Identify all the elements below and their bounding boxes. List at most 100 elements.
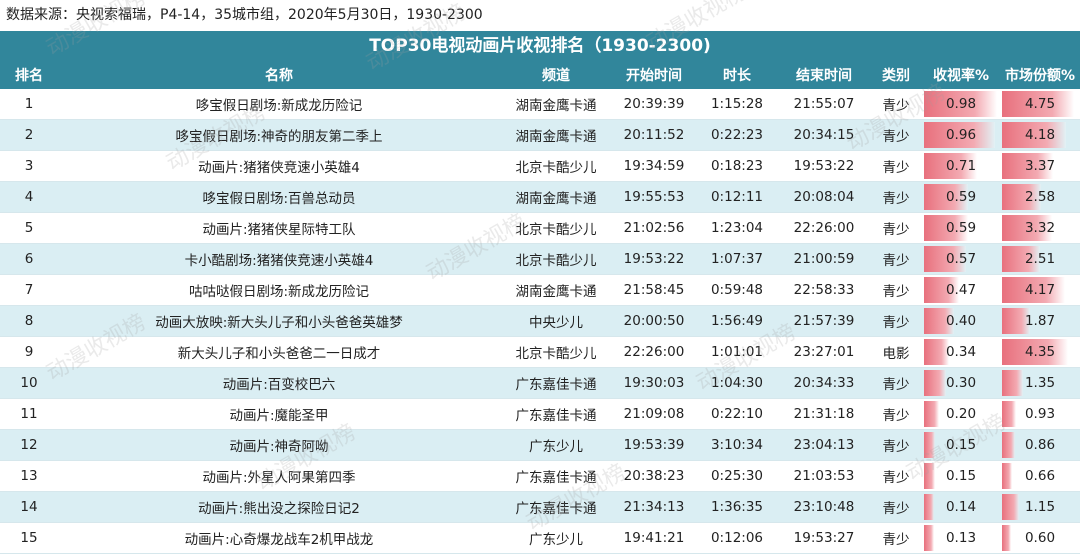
rating-value: 0.34 <box>945 344 977 360</box>
category-cell: 青少 <box>870 398 922 430</box>
channel-cell: 广东少儿 <box>500 522 612 554</box>
program-name-cell: 新大头儿子和小头爸爸二一日成才 <box>58 336 500 368</box>
col-header-share[interactable]: 市场份额% <box>1000 61 1080 89</box>
category-cell: 青少 <box>870 460 922 492</box>
col-header-end[interactable]: 结束时间 <box>778 61 870 89</box>
channel-cell: 广东嘉佳卡通 <box>500 460 612 492</box>
channel-cell: 北京卡酷少儿 <box>500 243 612 275</box>
rating-cell: 0.71 <box>922 150 1000 182</box>
share-value: 4.75 <box>1024 96 1056 112</box>
end-time-cell: 21:03:53 <box>778 460 870 492</box>
duration-cell: 0:12:06 <box>696 522 778 554</box>
start-time-cell: 19:53:22 <box>612 243 696 275</box>
share-cell: 0.66 <box>1000 460 1080 492</box>
share-cell: 4.17 <box>1000 274 1080 306</box>
rating-cell: 0.15 <box>922 429 1000 461</box>
rank-cell: 5 <box>0 212 58 244</box>
share-databar <box>1002 432 1016 458</box>
rating-cell: 0.15 <box>922 460 1000 492</box>
duration-cell: 0:12:11 <box>696 181 778 213</box>
program-name-cell: 动画大放映:新大头儿子和小头爸爸英雄梦 <box>58 305 500 337</box>
table-row: 9 新大头儿子和小头爸爸二一日成才 北京卡酷少儿 22:26:00 1:01:01 23:… <box>0 336 1080 368</box>
end-time-cell: 21:00:59 <box>778 243 870 275</box>
duration-cell: 0:59:48 <box>696 274 778 306</box>
start-time-cell: 20:38:23 <box>612 460 696 492</box>
share-value: 1.15 <box>1024 499 1056 515</box>
table-row: 11 动画片:魔能圣甲 广东嘉佳卡通 21:09:08 0:22:10 21:31:18 青… <box>0 398 1080 430</box>
share-value: 4.17 <box>1024 282 1056 298</box>
share-databar <box>1002 339 1069 365</box>
table-row: 6 卡小酷剧场:猪猪侠竞速小英雄4 北京卡酷少儿 19:53:22 1:07:37 21:… <box>0 243 1080 275</box>
program-name-cell: 动画片:神奇阿呦 <box>58 429 500 461</box>
program-name-cell: 动画片:心奇爆龙战车2机甲战龙 <box>58 522 500 554</box>
channel-cell: 北京卡酷少儿 <box>500 150 612 182</box>
rating-value: 0.15 <box>945 437 977 453</box>
share-databar <box>1002 308 1031 334</box>
rank-cell: 10 <box>0 367 58 399</box>
end-time-cell: 19:53:27 <box>778 522 870 554</box>
data-source-note: 数据来源：央视索福瑞，P4-14，35城市组，2020年5月30日，1930-2… <box>6 7 483 23</box>
col-header-channel[interactable]: 频道 <box>500 61 612 89</box>
rank-cell: 15 <box>0 522 58 554</box>
share-databar <box>1002 246 1041 272</box>
rating-cell: 0.30 <box>922 367 1000 399</box>
rating-value: 0.59 <box>945 220 977 236</box>
category-cell: 青少 <box>870 491 922 523</box>
duration-cell: 1:15:28 <box>696 89 778 120</box>
duration-cell: 1:07:37 <box>696 243 778 275</box>
share-value: 0.86 <box>1024 437 1056 453</box>
col-header-name[interactable]: 名称 <box>58 61 500 89</box>
rating-value: 0.15 <box>945 468 977 484</box>
start-time-cell: 19:41:21 <box>612 522 696 554</box>
start-time-cell: 21:09:08 <box>612 398 696 430</box>
share-databar <box>1002 401 1017 427</box>
start-time-cell: 19:55:53 <box>612 181 696 213</box>
rating-value: 0.98 <box>945 96 977 112</box>
col-header-duration[interactable]: 时长 <box>696 61 778 89</box>
table-row: 4 哆宝假日剧场:百兽总动员 湖南金鹰卡通 19:55:53 0:12:11 20:08:… <box>0 181 1080 213</box>
category-cell: 青少 <box>870 243 922 275</box>
table-row: 13 动画片:外星人阿果第四季 广东嘉佳卡通 20:38:23 0:25:30 21:03… <box>0 460 1080 492</box>
channel-cell: 广东嘉佳卡通 <box>500 367 612 399</box>
rating-databar <box>924 494 935 520</box>
table-row: 2 哆宝假日剧场:神奇的朋友第二季上 湖南金鹰卡通 20:11:52 0:22:23 20… <box>0 119 1080 151</box>
rating-value: 0.13 <box>945 530 977 546</box>
rating-databar <box>924 339 950 365</box>
start-time-cell: 21:58:45 <box>612 274 696 306</box>
share-value: 0.66 <box>1024 468 1056 484</box>
col-header-rating[interactable]: 收视率% <box>922 61 1000 89</box>
share-databar <box>1002 91 1075 117</box>
share-value: 3.32 <box>1024 220 1056 236</box>
share-cell: 1.35 <box>1000 367 1080 399</box>
rating-databar <box>924 184 968 210</box>
rating-databar <box>924 308 954 334</box>
end-time-cell: 21:55:07 <box>778 89 870 120</box>
channel-cell: 湖南金鹰卡通 <box>500 274 612 306</box>
share-value: 0.60 <box>1024 530 1056 546</box>
program-name-cell: 动画片:魔能圣甲 <box>58 398 500 430</box>
end-time-cell: 20:34:33 <box>778 367 870 399</box>
share-cell: 2.51 <box>1000 243 1080 275</box>
start-time-cell: 20:39:39 <box>612 89 696 120</box>
duration-cell: 1:56:49 <box>696 305 778 337</box>
program-name-cell: 动画片:外星人阿果第四季 <box>58 460 500 492</box>
table-row: 8 动画大放映:新大头儿子和小头爸爸英雄梦 中央少儿 20:00:50 1:56:49 2… <box>0 305 1080 337</box>
category-cell: 青少 <box>870 367 922 399</box>
rating-cell: 0.13 <box>922 522 1000 554</box>
col-header-category[interactable]: 类别 <box>870 61 922 89</box>
duration-cell: 1:23:04 <box>696 212 778 244</box>
table-row: 1 哆宝假日剧场:新成龙历险记 湖南金鹰卡通 20:39:39 1:15:28 21:55… <box>0 89 1080 120</box>
rating-cell: 0.20 <box>922 398 1000 430</box>
share-cell: 3.37 <box>1000 150 1080 182</box>
end-time-cell: 21:57:39 <box>778 305 870 337</box>
share-value: 3.37 <box>1024 158 1056 174</box>
col-header-rank[interactable]: 排名 <box>0 61 58 89</box>
program-name-cell: 哆宝假日剧场:百兽总动员 <box>58 181 500 213</box>
rating-cell: 0.34 <box>922 336 1000 368</box>
rating-value: 0.57 <box>945 251 977 267</box>
category-cell: 青少 <box>870 119 922 151</box>
rank-cell: 7 <box>0 274 58 306</box>
col-header-start[interactable]: 开始时间 <box>612 61 696 89</box>
share-databar <box>1002 184 1042 210</box>
program-name-cell: 动画片:猪猪侠竞速小英雄4 <box>58 150 500 182</box>
